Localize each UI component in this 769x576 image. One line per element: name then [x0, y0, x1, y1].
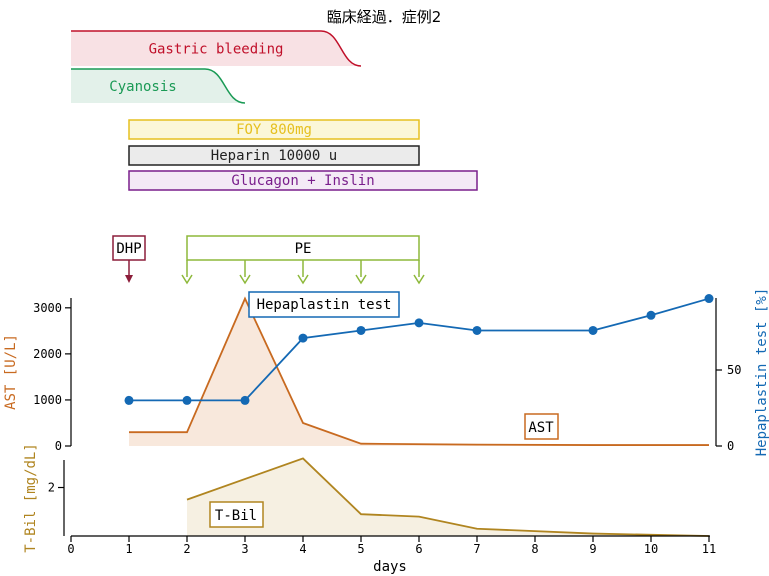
- tbil-area: [187, 458, 709, 536]
- x-axis-label: days: [373, 559, 407, 575]
- treatment-label-0: FOY 800mg: [236, 122, 312, 138]
- tbil-panel: 2 0 1 2 3 4 5 6 7 8 9 10 11 T-Bil [mg/dL] days T-Bi…: [23, 443, 716, 575]
- x-tick-label-8: 8: [531, 542, 538, 556]
- symptom-label-1: Cyanosis: [109, 79, 176, 95]
- hepaplastin-point-0: [124, 395, 134, 405]
- hepaplastin-point-8: [646, 310, 656, 320]
- hepaplastin-point-7: [588, 325, 598, 335]
- procedure-arrow-0: [125, 275, 133, 283]
- hepaplastin-line: [129, 297, 710, 402]
- symptom-fill-1: [71, 69, 245, 103]
- procedure-label-1: PE: [295, 241, 312, 257]
- symptom-line-1: [71, 68, 246, 104]
- ast-ticks: 0 1000 2000 3000: [33, 301, 71, 453]
- procedure-arrow-1-2: [297, 274, 309, 285]
- hepaplastin-point-9: [704, 294, 714, 304]
- procedure-label-0: DHP: [116, 241, 141, 257]
- hepaplastin-point-1: [182, 395, 192, 405]
- x-tick-label-9: 9: [589, 542, 596, 556]
- x-tick-label-1: 1: [125, 542, 132, 556]
- x-tick-label-11: 11: [702, 542, 716, 556]
- hepaplastin-tick-label-1: 50: [727, 363, 741, 377]
- hepaplastin-point-5: [414, 318, 424, 328]
- symptom-fill-0: [71, 31, 361, 66]
- treatment-bar-0: [128, 119, 420, 140]
- ast-annotation-box: [524, 413, 559, 440]
- x-tick-label-5: 5: [357, 542, 364, 556]
- symptom-bands: Gastric bleeding Cyanosis: [71, 30, 362, 104]
- ast-tick-label-1: 1000: [33, 393, 62, 407]
- hepaplastin-points: [124, 294, 714, 405]
- x-tick-label-0: 0: [67, 542, 74, 556]
- tbil-axis-label: T-Bil [mg/dL]: [23, 443, 39, 553]
- procedure-arrow-1-0: [181, 274, 193, 285]
- symptom-line-0: [71, 30, 362, 67]
- ast-axis-label: AST [U/L]: [3, 334, 19, 410]
- x-tick-label-10: 10: [644, 542, 658, 556]
- x-tick-label-4: 4: [299, 542, 306, 556]
- hepaplastin-tick-label-0: 0: [727, 439, 734, 453]
- ast-tick-label-3: 3000: [33, 301, 62, 315]
- treatment-label-1: Heparin 10000 u: [211, 148, 337, 164]
- hepaplastin-point-3: [298, 333, 308, 343]
- procedure-markers: DHP PE: [112, 235, 425, 285]
- x-tick-label-6: 6: [415, 542, 422, 556]
- procedure-arrow-1-4: [413, 274, 425, 285]
- ast-line: [129, 296, 709, 446]
- x-tick-label-7: 7: [473, 542, 480, 556]
- procedure-arrow-1-3: [355, 274, 367, 285]
- symptom-label-0: Gastric bleeding: [149, 42, 284, 58]
- x-tick-label-2: 2: [183, 542, 190, 556]
- x-tick-label-3: 3: [241, 542, 248, 556]
- procedure-box-0: [112, 235, 146, 261]
- hepaplastin-axis-label: Hepaplastin test [%]: [754, 288, 769, 457]
- treatment-bar-1: [128, 145, 420, 166]
- tbil-annotation-box: [209, 501, 264, 528]
- x-ticks: 0 1 2 3 4 5 6 7 8 9 10 11: [67, 536, 716, 556]
- ast-tick-label-0: 0: [55, 439, 62, 453]
- hepaplastin-point-4: [356, 325, 366, 335]
- procedure-arrow-1-1: [239, 274, 251, 285]
- hepaplastin-annotation: Hepaplastin test: [257, 297, 392, 313]
- treatment-bars: FOY 800mg Heparin 10000 u Glucagon + Insli…: [128, 119, 478, 191]
- chart-title: 臨床経過．症例2: [327, 8, 442, 26]
- hepaplastin-point-2: [240, 395, 250, 405]
- hepaplastin-ticks: 0 50: [716, 363, 741, 453]
- hepaplastin-point-6: [472, 325, 482, 335]
- tbil-line: [186, 457, 710, 537]
- ast-hepaplastin-panel: 0 1000 2000 3000 0 50 AST [U/L] Hepaplastin …: [3, 288, 769, 457]
- ast-area: [129, 298, 709, 446]
- ast-tick-label-2: 2000: [33, 347, 62, 361]
- tbil-tick-label-0: 2: [48, 481, 55, 495]
- treatment-bar-2: [128, 170, 478, 191]
- treatment-label-2: Glucagon + Inslin: [231, 173, 374, 189]
- tbil-ticks: 2: [48, 481, 64, 495]
- ast-annotation: AST: [528, 420, 554, 436]
- tbil-annotation: T-Bil: [215, 508, 257, 524]
- procedure-box-1: [186, 235, 420, 261]
- hepaplastin-annotation-box: [248, 291, 400, 318]
